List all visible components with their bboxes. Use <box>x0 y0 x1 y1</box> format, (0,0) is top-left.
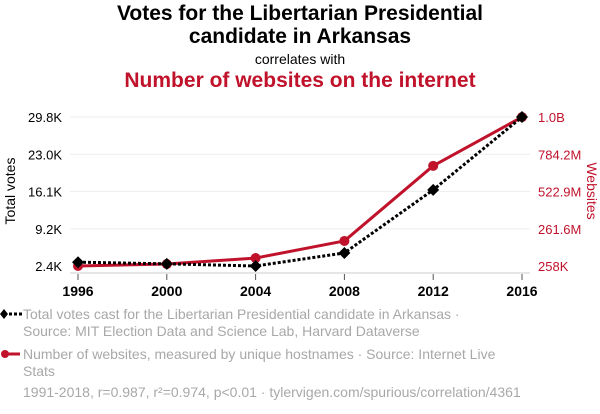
y-left-tick-label: 2.4K <box>35 259 62 274</box>
legend-votes-line1: Total votes cast for the Libertarian Pre… <box>23 306 460 322</box>
websites-line <box>77 115 523 268</box>
y-right-tick-label: 261.6M <box>538 222 581 237</box>
y-right-tick-label: 258K <box>538 259 569 274</box>
legend-item-votes: Total votes cast for the Libertarian Pre… <box>0 306 600 340</box>
votes-point <box>72 256 84 269</box>
chart-subtitle: correlates with <box>254 51 346 67</box>
y-left-tick-label: 23.0K <box>28 147 62 162</box>
diamond-line-marker-icon <box>0 309 22 319</box>
x-tick-label: 2012 <box>418 283 449 299</box>
y-axis-left-ticks: 2.4K 9.2K 16.1K 23.0K 29.8K <box>28 110 62 274</box>
legend: Total votes cast for the Libertarian Pre… <box>0 306 600 380</box>
y-axis-right-ticks: 258K 261.6M 522.9M 784.2M 1.0B <box>538 110 581 274</box>
websites-point <box>339 235 350 246</box>
x-tick-label: 2000 <box>151 283 182 299</box>
y-left-tick-label: 9.2K <box>35 222 62 237</box>
votes-point <box>160 257 173 270</box>
chart-title-secondary: Number of websites on the internet <box>124 69 476 92</box>
x-tick-label: 2016 <box>506 283 537 299</box>
x-axis-ticks: 1996 2000 2004 2008 2012 2016 <box>62 274 538 299</box>
grid-lines <box>70 116 530 230</box>
legend-websites-line1: Number of websites, measured by unique h… <box>23 346 496 362</box>
chart-title: Votes for the Libertarian Presidential c… <box>0 2 600 48</box>
y-axis-right-label: Websites <box>584 162 600 219</box>
votes-point <box>249 260 262 272</box>
title-line-1: Votes for the Libertarian Presidential <box>116 2 484 25</box>
title-line-2: candidate in Arkansas <box>188 25 412 48</box>
chart-plot: 1996 2000 2004 2008 2012 2016 2.4K 9.2K 16.1K 23… <box>2 110 600 299</box>
footer-stats: 1991-2018, r=0.987, r²=0.974, p<0.01 · t… <box>23 384 521 400</box>
circle-line-marker-icon <box>1 350 20 358</box>
votes-point <box>427 183 440 196</box>
votes-point <box>516 111 528 123</box>
legend-websites-line2: Stats <box>23 363 55 379</box>
y-left-tick-label: 29.8K <box>28 110 62 125</box>
y-right-tick-label: 522.9M <box>538 185 581 200</box>
votes-line <box>77 115 523 268</box>
votes-point <box>338 246 351 259</box>
y-right-tick-label: 784.2M <box>538 147 581 162</box>
x-tick-label: 2008 <box>329 283 360 299</box>
y-left-tick-label: 16.1K <box>28 185 62 200</box>
websites-point <box>428 160 439 171</box>
legend-item-websites: Number of websites, measured by unique h… <box>0 346 600 380</box>
y-axis-left-label: Total votes <box>2 158 18 225</box>
series-votes <box>72 111 528 272</box>
websites-point <box>250 253 261 264</box>
x-tick-label: 1996 <box>62 283 93 299</box>
x-tick-label: 2004 <box>240 283 271 299</box>
y-right-tick-label: 1.0B <box>538 110 565 125</box>
legend-votes-line2: Source: MIT Election Data and Science La… <box>23 323 420 339</box>
